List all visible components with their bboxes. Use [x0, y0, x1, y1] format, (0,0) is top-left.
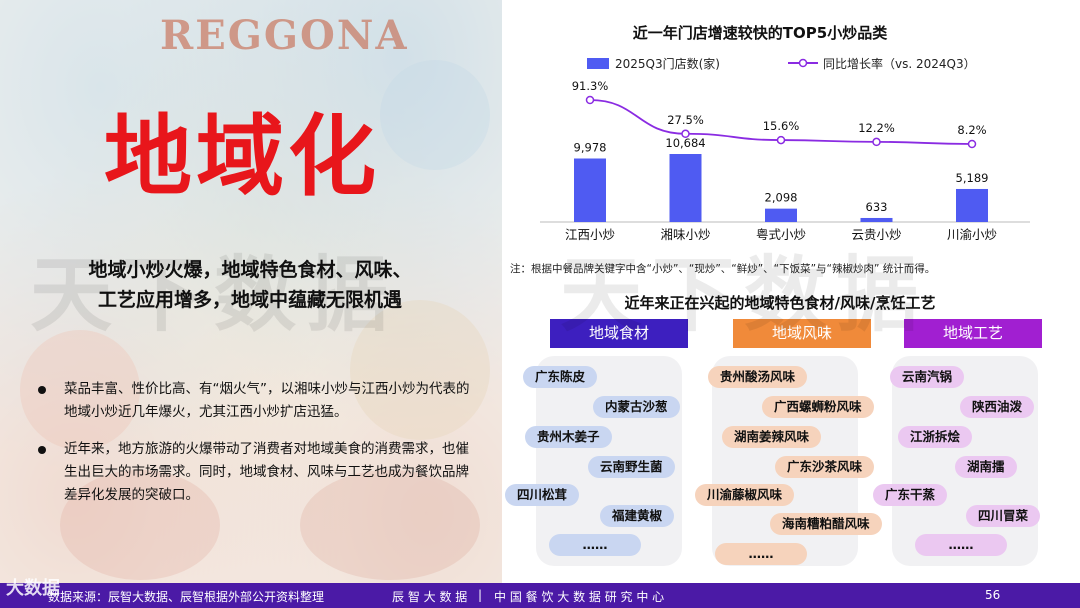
growth-rate-point — [776, 135, 786, 145]
bar — [860, 217, 893, 222]
background-wash — [0, 0, 502, 583]
footer-page-number: 56 — [985, 588, 1001, 602]
technique-pill: 湖南擂 — [955, 456, 1017, 478]
footer-center: 中 国 餐 饮 大 数 据 研 究 中 心 — [494, 590, 665, 604]
bar-value-label: 10,684 — [665, 136, 705, 150]
chart-title: 近一年门店增速较快的TOP5小炒品类 — [632, 24, 888, 42]
growth-rate-label: 12.2% — [858, 121, 895, 135]
growth-rate-line — [589, 99, 973, 145]
x-tick-label: 湘味小炒 — [660, 227, 710, 242]
left-panel: REGGONA 地域化 地域小炒火爆，地域特色食材、风味、 工艺应用增多，地域中… — [0, 0, 502, 583]
header-regional-flavors: 地域风味 — [733, 319, 871, 348]
chart-plot: 9,978 江西小炒 10,684 湘味小炒 2,098 粤式小炒 633 云贵小炒 5,189… — [540, 79, 1030, 242]
technique-pill: 云南汽锅 — [890, 366, 965, 388]
growth-rate-label: 27.5% — [667, 113, 704, 127]
ingredient-pill-more: …… — [549, 534, 641, 556]
technique-pill-more: …… — [915, 534, 1007, 556]
page-title: 地域化 — [104, 105, 381, 208]
flavor-pill-more: …… — [715, 543, 807, 565]
footer-bar: 大数据 数据来源：辰智大数据、辰智根据外部公开资料整理 辰 智 大 数 据 | … — [0, 578, 1080, 608]
growth-rate-label: 15.6% — [763, 119, 800, 133]
footer-watermark-logo: 大数据 — [6, 578, 60, 599]
legend-bar-swatch-icon — [587, 58, 609, 69]
chart-note: 注：根据中餐品牌关键字中含“小炒”、“现炒”、“鲜炒”、“下饭菜”与“辣椒炒肉”… — [510, 263, 936, 275]
legend-bar: 2025Q3门店数(家) — [587, 55, 720, 72]
bullet-text: 近年来，地方旅游的火爆带动了消费者对地域美食的消费需求，也催生出巨大的市场需求。… — [64, 441, 469, 503]
watermark-brand-mark: 天下数据 — [30, 248, 399, 343]
bar — [574, 158, 606, 222]
bullet-item: 菜品丰富、性价比高、有“烟火气”，以湘味小炒与江西小炒为代表的地域小炒近几年爆火… — [36, 378, 476, 424]
ingredient-pill: 贵州木姜子 — [525, 426, 612, 448]
regional-section-title: 近年来正在兴起的地域特色食材/风味/烹饪工艺 — [624, 294, 936, 312]
subtitle-line-2: 工艺应用增多，地域中蕴藏无限机遇 — [97, 289, 402, 311]
legend-line-label: 同比增长率（vs. 2024Q3） — [823, 57, 976, 71]
flavor-pill: 广西螺蛳粉风味 — [762, 396, 874, 418]
x-tick-label: 江西小炒 — [565, 227, 615, 242]
flavor-pill: 川渝藤椒风味 — [695, 484, 795, 506]
growth-rate-point — [967, 139, 977, 149]
header-regional-techniques: 地域工艺 — [904, 319, 1042, 348]
bullet-dot-icon — [38, 386, 46, 394]
legend-line-swatch-icon — [788, 58, 818, 68]
bar-value-label: 2,098 — [765, 191, 798, 205]
ingredient-pill: 内蒙古沙葱 — [593, 396, 680, 418]
background-logo-text: REGGONA — [160, 12, 409, 59]
bar — [956, 188, 988, 222]
bar-value-label: 5,189 — [956, 171, 989, 185]
flavor-pill: 贵州酸汤风味 — [708, 366, 808, 388]
bullet-item: 近年来，地方旅游的火爆带动了消费者对地域美食的消费需求，也催生出巨大的市场需求。… — [36, 438, 476, 507]
x-tick-label: 川渝小炒 — [947, 227, 997, 242]
page-subtitle: 地域小炒火爆，地域特色食材、风味、 工艺应用增多，地域中蕴藏无限机遇 — [30, 255, 470, 315]
ingredient-pill: 云南野生菌 — [588, 456, 675, 478]
ingredient-pill: 广东陈皮 — [523, 366, 598, 388]
x-tick-label: 粤式小炒 — [756, 227, 806, 242]
growth-rate-label: 91.3% — [572, 79, 609, 93]
technique-pill: 四川冒菜 — [966, 505, 1041, 527]
bullet-text: 菜品丰富、性价比高、有“烟火气”，以湘味小炒与江西小炒为代表的地域小炒近几年爆火… — [64, 381, 470, 420]
header-regional-ingredients: 地域食材 — [550, 319, 688, 348]
x-tick-label: 云贵小炒 — [851, 227, 901, 242]
technique-pill: 陕西油泼 — [960, 396, 1035, 418]
footer-source: 数据来源：辰智大数据、辰智根据外部公开资料整理 — [48, 590, 325, 604]
bullet-list: 菜品丰富、性价比高、有“烟火气”，以湘味小炒与江西小炒为代表的地域小炒近几年爆火… — [36, 378, 476, 521]
growth-rate-point — [872, 137, 881, 147]
bar — [669, 154, 702, 222]
growth-rate-label: 8.2% — [957, 123, 986, 137]
watermark-brand-mark-right: 天下数据 — [560, 248, 929, 343]
flavor-pill: 湖南姜辣风味 — [722, 426, 822, 448]
growth-rate-point — [681, 129, 690, 139]
subtitle-line-1: 地域小炒火爆，地域特色食材、风味、 — [88, 259, 412, 281]
flavor-pill: 海南糟粕醋风味 — [770, 513, 882, 535]
legend-bar-label: 2025Q3门店数(家) — [615, 57, 720, 71]
bar-value-label: 633 — [866, 200, 888, 214]
ingredient-pill: 四川松茸 — [505, 484, 580, 506]
legend-line: 同比增长率（vs. 2024Q3） — [788, 55, 976, 72]
footer-separator: | — [478, 588, 483, 602]
footer-brand: 辰 智 大 数 据 — [392, 590, 468, 604]
technique-pill: 广东干蒸 — [873, 484, 948, 506]
flavor-pill: 广东沙茶风味 — [775, 456, 875, 478]
ingredient-pill: 福建黄椒 — [600, 505, 675, 527]
bar — [765, 208, 797, 222]
bullet-dot-icon — [38, 446, 46, 454]
growth-rate-point — [585, 95, 595, 105]
bar-value-label: 9,978 — [574, 140, 607, 154]
technique-pill: 江浙拆烩 — [898, 426, 973, 448]
